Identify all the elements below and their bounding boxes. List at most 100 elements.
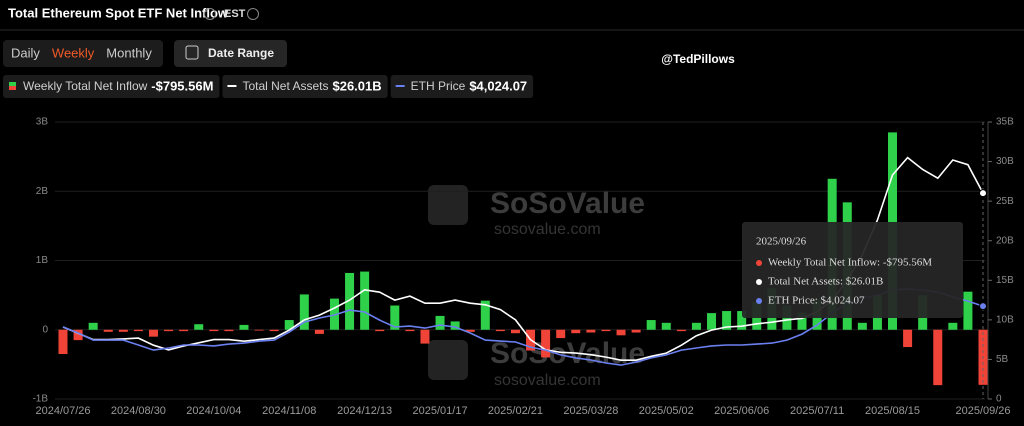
bar (556, 329, 566, 339)
bar (631, 329, 641, 333)
bar (405, 329, 415, 332)
tab[interactable]: Monthly (106, 45, 152, 60)
legend-item: Weekly Total Net Inflow -$795.56M (3, 75, 220, 98)
x-tick-label: 2025/09/26 (955, 405, 1010, 417)
bar (450, 321, 460, 330)
legend-swatch (9, 82, 16, 86)
x-tick-label: 2025/06/06 (714, 405, 769, 417)
hover-dot (979, 189, 987, 198)
legend-swatch (9, 86, 16, 90)
watermark-logo (428, 185, 468, 225)
bar (933, 329, 943, 386)
bar (601, 329, 611, 332)
x-tick-label: 2025/07/11 (790, 405, 844, 417)
bar (269, 329, 279, 332)
bar (345, 272, 355, 330)
chart-title: Total Ethereum Spot ETF Net Inflow (8, 5, 229, 20)
bar (299, 294, 309, 330)
bar (541, 329, 551, 358)
bar (179, 329, 189, 332)
x-tick-label: 2025/03/28 (563, 405, 618, 417)
overlay: 2025/09/26 Weekly Total Net Inflow: -$795… (742, 122, 987, 399)
tooltip-dot (756, 298, 762, 304)
bar (164, 329, 174, 332)
x-tick-label: 2025/02/21 (488, 405, 543, 417)
tab[interactable]: Weekly (52, 45, 95, 60)
bar (420, 329, 430, 344)
tooltip-dot (756, 260, 762, 266)
legend-label: ETH Price (411, 79, 466, 93)
date-range-button[interactable] (174, 40, 287, 67)
legend-item: ETH Price $4,024.07 (390, 75, 534, 98)
tooltip-date: 2025/09/26 (756, 236, 807, 248)
y2-tick-label: 15B (996, 275, 1014, 286)
bar (88, 322, 98, 330)
tooltip-row: Weekly Total Net Inflow: -$795.56M (768, 257, 932, 269)
y2-tick-label: 25B (996, 196, 1014, 207)
bar (73, 329, 83, 341)
bar (661, 322, 671, 330)
bar (857, 322, 867, 330)
bar (465, 329, 475, 332)
y-tick-label: 0 (42, 324, 48, 335)
tooltip-row: ETH Price: $4,024.07 (768, 295, 865, 307)
y-tick-label: -1B (32, 394, 48, 405)
tab-group (3, 40, 163, 67)
bar (722, 311, 732, 330)
x-tick-label: 2024/08/30 (111, 405, 166, 417)
tooltip-row: Total Net Assets: $26.01B (768, 276, 883, 288)
legend-value: $4,024.07 (469, 78, 527, 93)
legend-box (3, 75, 220, 98)
bar (676, 329, 686, 332)
bar (616, 329, 626, 336)
tooltip (742, 222, 963, 318)
bar (239, 324, 249, 330)
legend-label: Weekly Total Net Inflow (23, 79, 148, 93)
watermark-url: sosovalue.com (494, 372, 601, 389)
legend-value: $26.01B (332, 78, 381, 93)
bar (510, 329, 520, 334)
bar (254, 329, 264, 331)
credit: @TedPillows (661, 52, 735, 66)
bar (586, 329, 596, 333)
hover-dot (979, 302, 987, 311)
watermark-logo (428, 340, 468, 380)
x-tick-label: 2025/08/15 (865, 405, 920, 417)
legend-label: Total Net Assets (242, 79, 328, 93)
info-icon[interactable] (204, 8, 216, 20)
watermark: SoSoValue (490, 187, 645, 220)
tooltip-dot (756, 279, 762, 285)
legend-value: -$795.56M (151, 78, 213, 93)
bar (435, 315, 445, 330)
x-tick-label: 2024/11/08 (262, 405, 316, 417)
bar (224, 329, 234, 332)
y2-tick-label: 20B (996, 235, 1014, 246)
bar (963, 291, 973, 330)
y-tick-label: 3B (36, 117, 49, 128)
bar (707, 313, 717, 330)
y2-tick-label: 30B (996, 156, 1014, 167)
bar (646, 320, 656, 330)
timezone: EST (224, 8, 246, 20)
info-icon[interactable] (247, 8, 259, 20)
x-tick-label: 2024/07/26 (35, 405, 90, 417)
tab[interactable]: Daily (11, 45, 40, 60)
y-tick-label: 2B (36, 186, 49, 197)
y2-tick-label: 5B (996, 354, 1009, 365)
bar (903, 329, 913, 348)
bar (480, 300, 490, 330)
bar (495, 329, 505, 332)
y2-tick-label: 0 (996, 394, 1002, 405)
bar (360, 271, 370, 330)
legend-item: Total Net Assets $26.01B (222, 75, 388, 98)
calendar-icon (185, 45, 199, 60)
bar (797, 312, 807, 330)
date-range-label[interactable]: Date Range (208, 46, 274, 60)
bar (118, 329, 128, 332)
bar (58, 329, 68, 354)
watermark-url: sosovalue.com (494, 221, 601, 238)
bar (390, 305, 400, 330)
bar (284, 320, 294, 330)
